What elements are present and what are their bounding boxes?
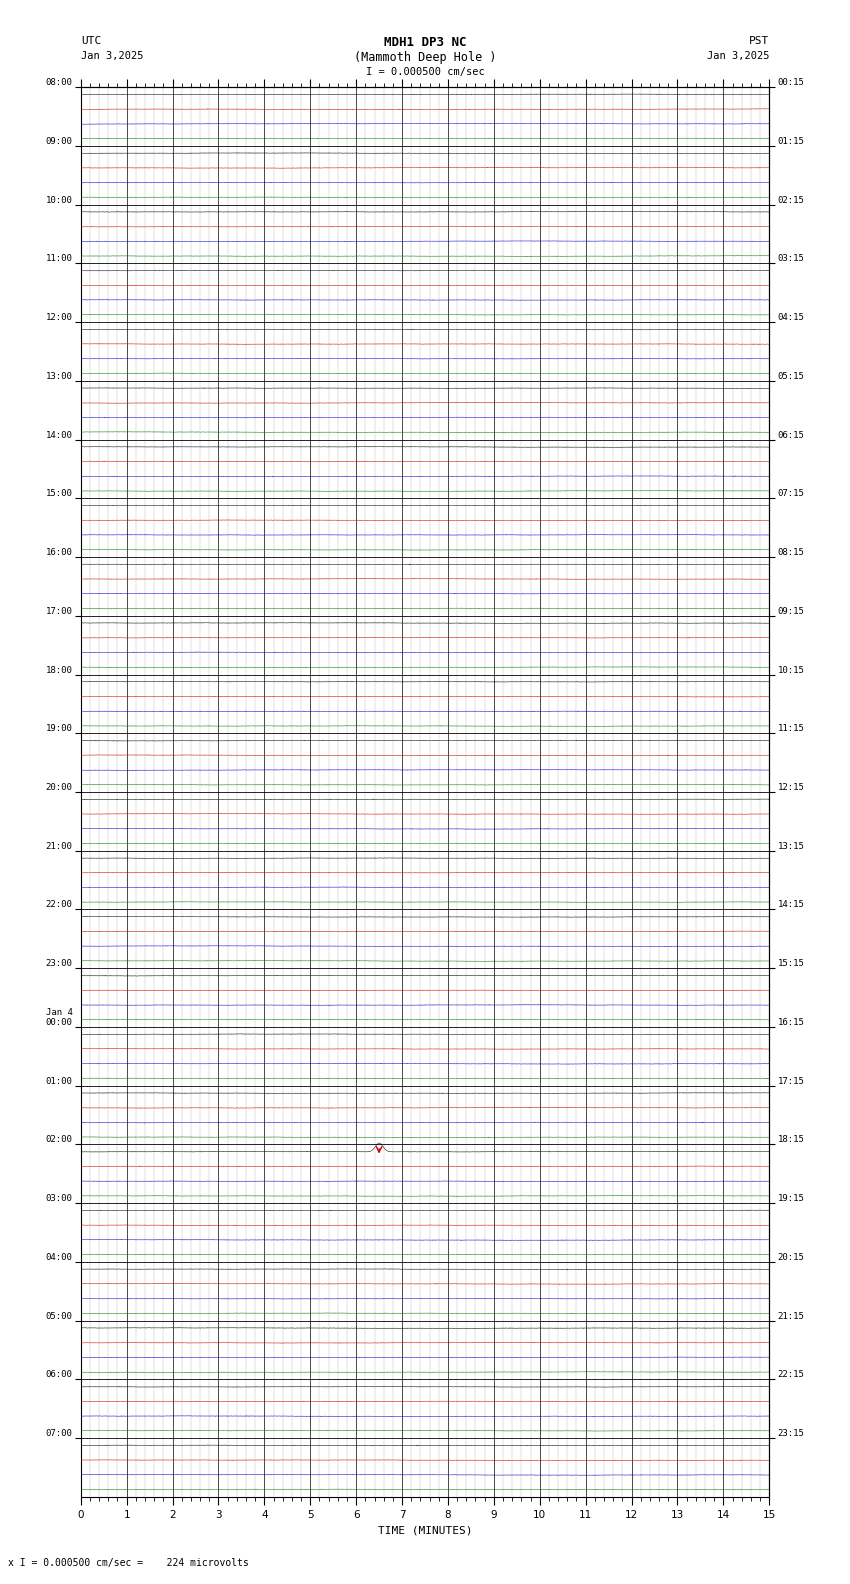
- Text: (Mammoth Deep Hole ): (Mammoth Deep Hole ): [354, 51, 496, 63]
- Text: I = 0.000500 cm/sec: I = 0.000500 cm/sec: [366, 67, 484, 76]
- Text: Jan 3,2025: Jan 3,2025: [81, 51, 144, 60]
- Text: x I = 0.000500 cm/sec =    224 microvolts: x I = 0.000500 cm/sec = 224 microvolts: [8, 1559, 249, 1568]
- Text: UTC: UTC: [81, 36, 101, 46]
- X-axis label: TIME (MINUTES): TIME (MINUTES): [377, 1525, 473, 1535]
- Text: PST: PST: [749, 36, 769, 46]
- Text: Jan 3,2025: Jan 3,2025: [706, 51, 769, 60]
- Text: MDH1 DP3 NC: MDH1 DP3 NC: [383, 36, 467, 49]
